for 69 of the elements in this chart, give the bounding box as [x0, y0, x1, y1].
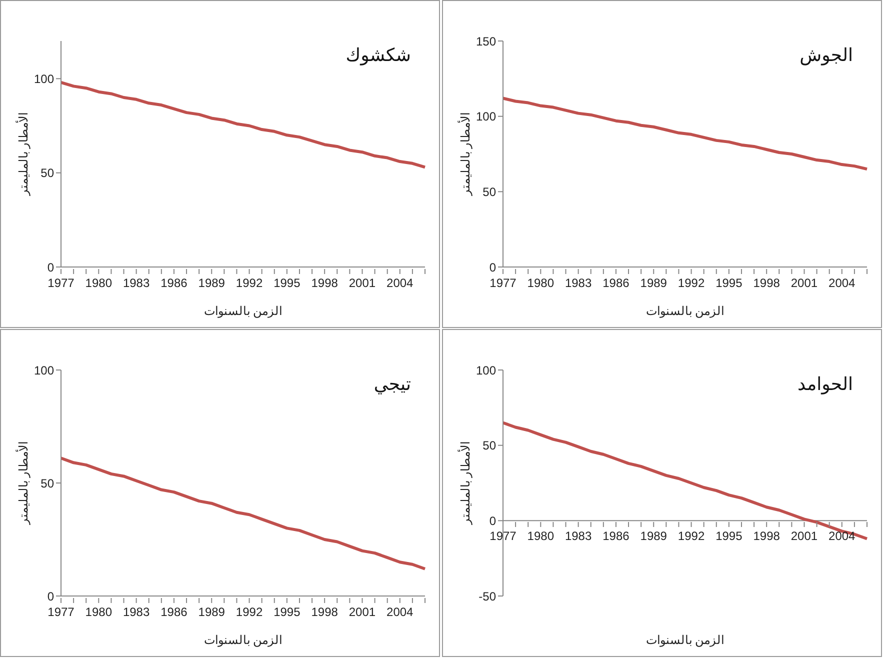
x-tick-label: 2001 [790, 276, 818, 290]
x-tick-label: 1995 [716, 276, 743, 290]
y-tick-label: 0 [47, 260, 54, 274]
x-axis-title: الزمن بالسنوات [646, 633, 724, 647]
x-tick-label: 1995 [716, 529, 743, 543]
y-tick-label: 50 [40, 476, 54, 490]
y-tick-label: 100 [34, 72, 54, 86]
y-axis-title: الأمطار بالمليمتر [15, 112, 30, 197]
x-tick-label: 1983 [564, 276, 592, 290]
x-tick-label: 1989 [640, 529, 668, 543]
y-tick-label: 0 [489, 514, 496, 528]
chart-title: شكشوك [346, 45, 411, 66]
x-tick-label: 1977 [490, 529, 517, 543]
x-tick-label: 1986 [160, 605, 188, 619]
y-tick-label: 0 [47, 589, 54, 604]
y-tick-label: 100 [476, 363, 496, 378]
chart-title: الحوامد [798, 374, 853, 395]
x-tick-label: 1998 [753, 276, 780, 290]
chart-title: الجوش [800, 45, 853, 66]
x-tick-label: 1998 [311, 276, 338, 290]
x-tick-label: 2004 [828, 276, 856, 290]
x-tick-label: 1986 [160, 276, 188, 290]
x-tick-label: 1986 [602, 529, 630, 543]
x-tick-label: 1977 [48, 276, 75, 290]
y-tick-label: 150 [476, 34, 496, 48]
line-series [60, 80, 426, 169]
x-tick-label: 2001 [348, 605, 376, 619]
x-tick-label: 2001 [790, 529, 818, 543]
y-axis-title: الأمطار بالمليمتر [457, 112, 472, 197]
chart-title: تيجي [374, 374, 411, 395]
x-tick-label: 1983 [564, 529, 592, 543]
x-tick-label: 1998 [311, 605, 338, 619]
line-series [60, 456, 426, 570]
y-tick-label: 100 [476, 110, 496, 124]
x-tick-label: 1998 [753, 529, 780, 543]
y-tick-label: 50 [40, 166, 54, 180]
x-tick-label: 1995 [274, 276, 301, 290]
x-tick-label: 2004 [386, 276, 414, 290]
x-tick-label: 1989 [640, 276, 668, 290]
x-tick-label: 1977 [490, 276, 517, 290]
x-tick-label: 1989 [198, 605, 226, 619]
x-tick-label: 1980 [527, 529, 554, 543]
y-axis-title: الأمطار بالمليمتر [15, 441, 30, 526]
x-axis-title: الزمن بالسنوات [646, 304, 724, 318]
y-tick-label: 0 [489, 260, 496, 274]
x-tick-label: 1986 [602, 276, 630, 290]
x-tick-label: 1995 [274, 605, 301, 619]
x-tick-label: 1980 [85, 605, 112, 619]
x-tick-label: 1992 [236, 605, 263, 619]
y-tick-label: 50 [482, 184, 496, 199]
x-axis-title: الزمن بالسنوات [204, 633, 282, 647]
x-tick-label: 2004 [386, 605, 414, 619]
x-tick-label: 1983 [122, 276, 150, 290]
x-tick-label: 1980 [85, 276, 112, 290]
x-tick-label: 2001 [348, 276, 376, 290]
x-tick-label: 1992 [236, 276, 263, 290]
y-tick-label: 50 [482, 438, 496, 453]
y-tick-label: -50 [478, 589, 496, 604]
x-tick-label: 1992 [678, 529, 705, 543]
x-axis-title: الزمن بالسنوات [204, 304, 282, 318]
x-tick-label: 1989 [198, 276, 226, 290]
y-tick-label: 100 [34, 363, 54, 378]
line-series [502, 96, 868, 171]
x-tick-label: 2004 [828, 529, 856, 543]
x-tick-label: 1983 [122, 605, 150, 619]
x-tick-label: 1980 [527, 276, 554, 290]
y-axis-title: الأمطار بالمليمتر [457, 441, 472, 526]
x-tick-label: 1977 [48, 605, 75, 619]
x-tick-label: 1992 [678, 276, 705, 290]
